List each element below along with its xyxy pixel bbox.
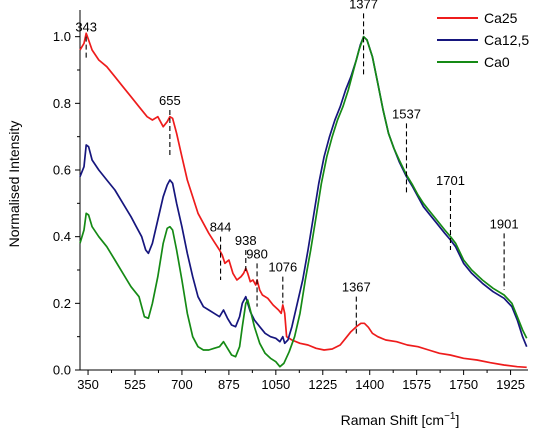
series-line-ca25 [79,32,527,369]
legend-label: Ca0 [484,54,510,70]
y-tick-label: 0.6 [53,163,71,178]
y-tick-label: 0.8 [53,96,71,111]
x-axis-title-superscript: −1 [444,411,456,422]
peak-label: 1377 [349,0,378,11]
x-tick-label: 1750 [449,377,478,392]
x-tick-label: 700 [171,377,193,392]
peak-label: 1901 [490,216,519,231]
axes: 350 525 700 875 1050 1225 1400 1575 1750 1925 0.0… [53,10,528,392]
x-tick-label: 1050 [261,377,290,392]
x-tick-label: 350 [77,377,99,392]
y-axis-ticks: 0.0 0.2 0.4 0.6 0.8 1.0 [53,29,80,378]
x-tick-label: 1400 [355,377,384,392]
x-tick-label: 1225 [308,377,337,392]
peak-label: 980 [246,246,268,261]
y-tick-label: 1.0 [53,29,71,44]
x-axis-ticks: 350 525 700 875 1050 1225 1400 1575 1750 1925 [77,370,525,392]
x-tick-label: 1925 [496,377,525,392]
x-tick-label: 875 [218,377,240,392]
legend-label: Ca25 [484,10,518,26]
y-tick-label: 0.2 [53,296,71,311]
x-axis-title-main: Raman Shift [cm [341,412,444,428]
peak-label: 1701 [436,173,465,188]
legend-label: Ca12,5 [484,32,529,48]
series-line-ca0 [79,35,528,368]
peak-label: 1076 [268,260,297,275]
peak-label: 938 [235,233,257,248]
legend: Ca25 Ca12,5 Ca0 [437,10,529,70]
x-axis-title: Raman Shift [cm−1] [341,411,460,428]
x-tick-label: 1575 [402,377,431,392]
y-axis-title: Normalised Intensity [6,121,22,248]
series-line-ca12-5 [79,35,528,348]
y-tick-label: 0.0 [53,363,71,378]
peak-label: 844 [210,220,232,235]
series-layer [79,32,528,369]
y-tick-label: 0.4 [53,229,71,244]
x-axis-title-suffix: ] [456,412,460,428]
peak-label: 655 [159,93,181,108]
peak-label: 343 [75,20,97,35]
peak-label: 1367 [342,280,371,295]
peak-label: 1537 [392,106,421,121]
x-tick-label: 525 [124,377,146,392]
